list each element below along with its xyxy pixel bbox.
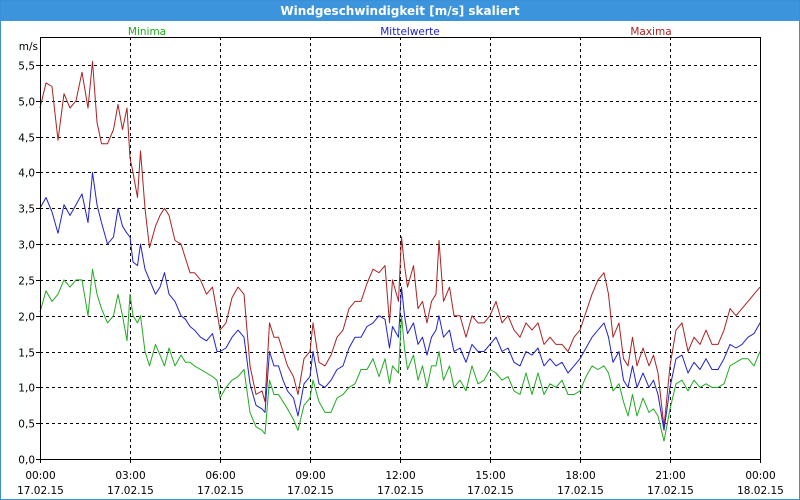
- series-lines: [39, 60, 761, 442]
- y-tick-label: 4,0: [18, 168, 35, 180]
- y-axis: 0,0 0,5 1,0 1,5 2,0 2,5 3,0 3,5 4,0 4,5 5,0 5,5: [18, 61, 40, 467]
- x-tick-time: 09:00: [295, 470, 325, 482]
- x-tick-time: 00:00: [745, 470, 775, 482]
- y-tick-label: 1,5: [18, 348, 35, 360]
- window-title: Windgeschwindigkeit [m/s] skaliert: [1, 1, 799, 21]
- x-tick-date: 17.02.15: [647, 485, 694, 497]
- grid: [40, 37, 760, 459]
- y-tick-label: 3,5: [18, 204, 35, 216]
- y-axis-unit: m/s: [19, 41, 38, 53]
- y-tick-label: 0,0: [18, 455, 35, 467]
- y-tick-label: 0,5: [18, 419, 35, 431]
- x-axis: 00:00 17.02.15 03:00 17.02.15 06:00 17.02.15 0…: [17, 459, 784, 497]
- x-tick-date: 17.02.15: [107, 485, 154, 497]
- x-tick-time: 12:00: [385, 470, 415, 482]
- series-maxima: [39, 60, 761, 428]
- x-tick-time: 00:00: [25, 470, 55, 482]
- y-tick-label: 5,0: [18, 97, 35, 109]
- x-tick-time: 06:00: [205, 470, 235, 482]
- x-tick-date: 17.02.15: [287, 485, 334, 497]
- legend-maxima: Maxima: [630, 26, 671, 38]
- y-tick-label: 2,0: [18, 312, 35, 324]
- series-minima: [39, 268, 761, 442]
- y-tick-label: 5,5: [18, 61, 35, 73]
- x-tick-time: 15:00: [475, 470, 505, 482]
- legend-minima: Minima: [128, 26, 166, 38]
- x-tick-time: 03:00: [115, 470, 145, 482]
- y-tick-label: 4,5: [18, 133, 35, 145]
- x-tick-date: 17.02.15: [377, 485, 424, 497]
- x-tick-date: 18.02.15: [737, 485, 784, 497]
- legend-mittelwerte: Mittelwerte: [380, 26, 440, 38]
- x-tick-time: 21:00: [655, 470, 685, 482]
- legend: Minima Mittelwerte Maxima: [128, 26, 672, 38]
- series-mittelwerte: [39, 172, 761, 431]
- x-tick-date: 17.02.15: [467, 485, 514, 497]
- x-tick-date: 17.02.15: [17, 485, 64, 497]
- x-tick-date: 17.02.15: [197, 485, 244, 497]
- y-tick-label: 3,0: [18, 240, 35, 252]
- x-tick-date: 17.02.15: [557, 485, 604, 497]
- y-tick-label: 1,0: [18, 383, 35, 395]
- y-tick-label: 2,5: [18, 276, 35, 288]
- x-tick-time: 18:00: [565, 470, 595, 482]
